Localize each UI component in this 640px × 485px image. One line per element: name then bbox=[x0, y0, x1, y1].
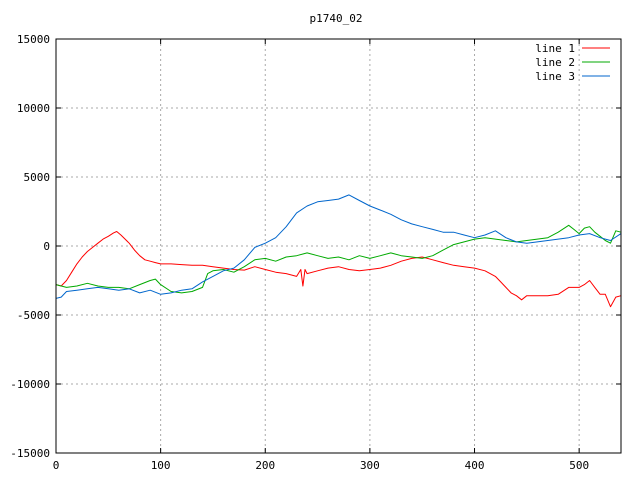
legend-label-2: line 2 bbox=[535, 56, 575, 69]
tick-layer: 0 100 200 300 400 500 -15000 -10000 -5000 0 5000 10… bbox=[10, 33, 621, 472]
y-tick-label: 10000 bbox=[17, 102, 50, 115]
y-tick-label: 5000 bbox=[24, 171, 51, 184]
y-tick-label: -10000 bbox=[10, 378, 50, 391]
series-line-2 bbox=[55, 224, 622, 294]
y-tick-label: 15000 bbox=[17, 33, 50, 46]
x-tick-label: 200 bbox=[255, 459, 275, 472]
series-line-3 bbox=[55, 194, 622, 299]
legend-label-1: line 1 bbox=[535, 42, 575, 55]
x-tick-label: 0 bbox=[53, 459, 60, 472]
series-layer bbox=[55, 194, 622, 308]
chart-title: p1740_02 bbox=[310, 12, 363, 25]
x-tick-label: 500 bbox=[569, 459, 589, 472]
grid-layer bbox=[56, 39, 621, 453]
y-tick-label: 0 bbox=[43, 240, 50, 253]
y-tick-label: -5000 bbox=[17, 309, 50, 322]
x-tick-label: 300 bbox=[360, 459, 380, 472]
x-tick-label: 400 bbox=[465, 459, 485, 472]
legend-label-3: line 3 bbox=[535, 70, 575, 83]
x-tick-label: 100 bbox=[151, 459, 171, 472]
y-tick-label: -15000 bbox=[10, 447, 50, 460]
series-line-1 bbox=[55, 231, 622, 308]
